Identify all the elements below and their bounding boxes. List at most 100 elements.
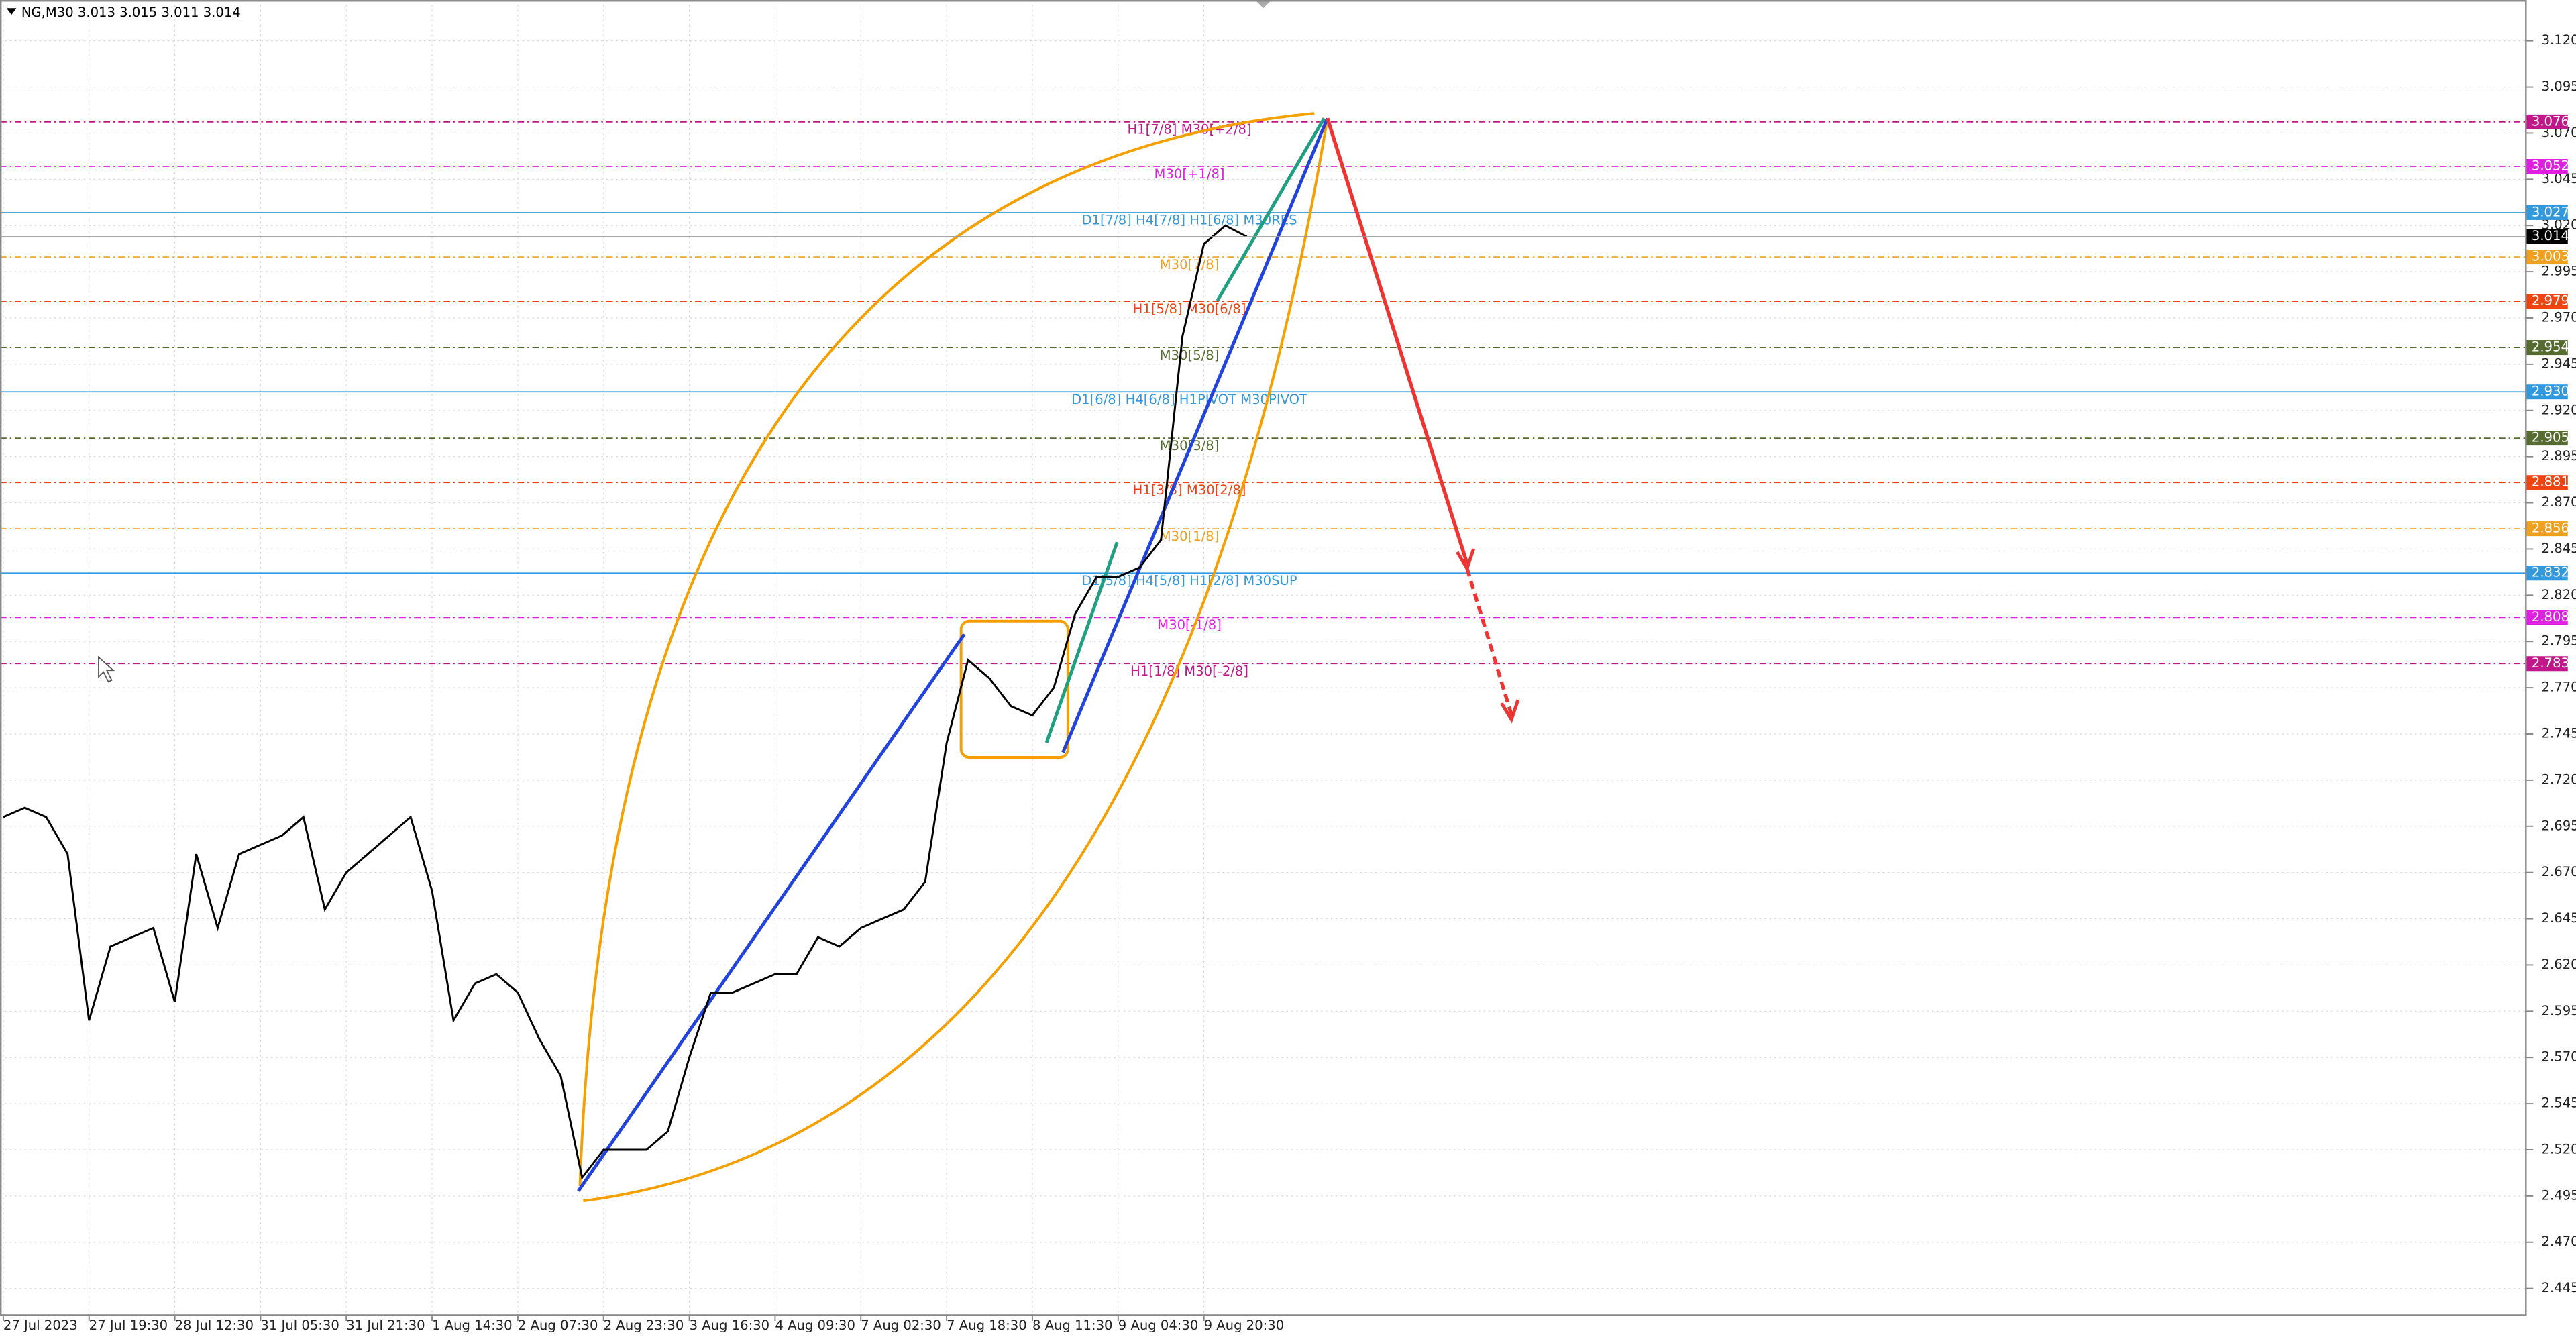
y-tick-label: 2.595 xyxy=(2542,1003,2576,1018)
annotations xyxy=(98,0,1520,1203)
level-price-label: 2.856 xyxy=(2532,521,2569,536)
level-price-box xyxy=(2526,159,2568,174)
level-text: H1[7/8] M30[+2/8] xyxy=(1127,122,1251,138)
level-text: M30[-1/8] xyxy=(1157,617,1222,633)
x-tick-label: 28 Jul 12:30 xyxy=(175,1318,254,1333)
level-price-label: 3.003 xyxy=(2532,249,2569,264)
level-price-label: 3.076 xyxy=(2532,113,2569,129)
level-price-box xyxy=(2526,566,2568,581)
x-tick-label: 7 Aug 18:30 xyxy=(947,1318,1027,1333)
x-tick-label: 27 Jul 2023 xyxy=(3,1318,78,1333)
current-price-label: 3.014 xyxy=(2532,228,2569,244)
x-tick-label: 4 Aug 09:30 xyxy=(775,1318,855,1333)
level-price-label: 2.881 xyxy=(2532,474,2569,490)
level-price-box xyxy=(2526,431,2568,446)
channel-line xyxy=(1044,541,1119,743)
y-tick-label: 2.445 xyxy=(2542,1280,2576,1295)
level-price-box xyxy=(2526,610,2568,625)
x-tick-label: 1 Aug 14:30 xyxy=(432,1318,513,1333)
grid xyxy=(0,0,2527,1315)
level-text: D1[6/8] H4[6/8] H1PIVOT M30PIVOT xyxy=(1071,392,1308,407)
channel-line xyxy=(1216,117,1326,302)
y-tick-label: 2.895 xyxy=(2542,448,2576,464)
y-tick-label: 2.645 xyxy=(2542,910,2576,926)
price-series xyxy=(3,224,1248,1180)
y-tick-label: 2.920 xyxy=(2542,402,2576,417)
level-price-box xyxy=(2526,475,2568,490)
x-tick-label: 31 Jul 05:30 xyxy=(260,1318,339,1333)
x-tick-label: 2 Aug 07:30 xyxy=(518,1318,598,1333)
x-tick-label: 2 Aug 23:30 xyxy=(604,1318,684,1333)
x-tick-label: 9 Aug 04:30 xyxy=(1118,1318,1199,1333)
level-text: M30[+1/8] xyxy=(1155,166,1225,182)
y-tick-label: 2.820 xyxy=(2542,587,2576,602)
level-price-label: 2.930 xyxy=(2532,384,2569,399)
level-price-box xyxy=(2526,205,2568,220)
chart-title: NG,M30 3.013 3.015 3.011 3.014 xyxy=(21,5,241,20)
level-text: D1[7/8] H4[7/8] H1[6/8] M30RES xyxy=(1081,213,1297,228)
y-tick-label: 2.745 xyxy=(2542,725,2576,741)
level-price-box xyxy=(2526,656,2568,672)
cursor xyxy=(98,655,115,683)
plot-border xyxy=(0,0,2527,1316)
level-text: M30[5/8] xyxy=(1160,347,1220,363)
x-tick-label: 8 Aug 11:30 xyxy=(1032,1318,1113,1333)
level-price-label: 2.783 xyxy=(2532,655,2569,671)
level-price-box xyxy=(2526,384,2568,400)
y-tick-label: 2.870 xyxy=(2542,494,2576,510)
y-tick-label: 2.545 xyxy=(2542,1095,2576,1111)
x-tick-label: 3 Aug 16:30 xyxy=(690,1318,770,1333)
y-tick-label: 2.795 xyxy=(2542,633,2576,649)
y-tick-label: 2.470 xyxy=(2542,1234,2576,1249)
x-tick-label: 27 Jul 19:30 xyxy=(89,1318,168,1333)
price-line xyxy=(3,224,1248,1180)
y-tick-label: 2.620 xyxy=(2542,957,2576,972)
level-text: H1[3/8] M30[2/8] xyxy=(1133,482,1246,498)
level-price-box xyxy=(2526,294,2568,309)
current-price-box xyxy=(2526,229,2568,244)
y-tick-label: 3.020 xyxy=(2542,217,2576,233)
level-price-box xyxy=(2526,340,2568,356)
arrow-head xyxy=(1500,699,1520,724)
y-tick-label: 2.720 xyxy=(2542,771,2576,787)
trend-line xyxy=(577,633,966,1192)
level-price-label: 2.808 xyxy=(2532,609,2569,625)
trend-line xyxy=(1061,117,1330,753)
y-tick-label: 2.570 xyxy=(2542,1049,2576,1065)
y-tick-label: 2.995 xyxy=(2542,264,2576,279)
level-price-label: 2.954 xyxy=(2532,339,2569,355)
y-tick-label: 2.520 xyxy=(2542,1141,2576,1157)
levels: H1[7/8] M30[+2/8] M30[+1/8] D1[7/8] H4[7/8… xyxy=(0,121,2527,679)
y-tick-label: 2.770 xyxy=(2542,680,2576,695)
y-tick-label: 2.970 xyxy=(2542,309,2576,325)
y-tick-label: 2.495 xyxy=(2542,1187,2576,1203)
y-tick-label: 3.045 xyxy=(2542,171,2576,186)
x-tick-label: 9 Aug 20:30 xyxy=(1204,1318,1285,1333)
level-price-label: 2.979 xyxy=(2532,293,2569,309)
arc xyxy=(583,118,1329,1203)
x-tick-label: 31 Jul 21:30 xyxy=(346,1318,425,1333)
y-tick-label: 2.695 xyxy=(2542,818,2576,833)
y-tick-label: 2.845 xyxy=(2542,541,2576,556)
x-tick-label: 7 Aug 02:30 xyxy=(861,1318,941,1333)
forecast-arrow xyxy=(1326,117,1469,564)
axes: 2.445 2.470 2.495 2.520 2.545 2.570 2.595 2.620… xyxy=(0,32,2576,1333)
level-text: H1[1/8] M30[-2/8] xyxy=(1130,663,1248,679)
menu-icon xyxy=(6,8,17,15)
level-price-label: 2.832 xyxy=(2532,565,2569,580)
shift-marker xyxy=(1255,0,1272,9)
level-text: M30[7/8] xyxy=(1160,257,1220,272)
level-text: M30[1/8] xyxy=(1160,529,1220,544)
y-tick-label: 2.670 xyxy=(2542,864,2576,879)
y-tick-label: 3.095 xyxy=(2542,78,2576,94)
level-price-label: 2.905 xyxy=(2532,430,2569,445)
level-price-label: 3.052 xyxy=(2532,158,2569,174)
level-price-box xyxy=(2526,250,2568,265)
y-tick-label: 3.120 xyxy=(2542,32,2576,48)
y-tick-label: 2.945 xyxy=(2542,356,2576,371)
level-price-box xyxy=(2526,114,2568,129)
level-text: D1[5/8] H4[5/8] H1[2/8] M30SUP xyxy=(1081,573,1297,588)
